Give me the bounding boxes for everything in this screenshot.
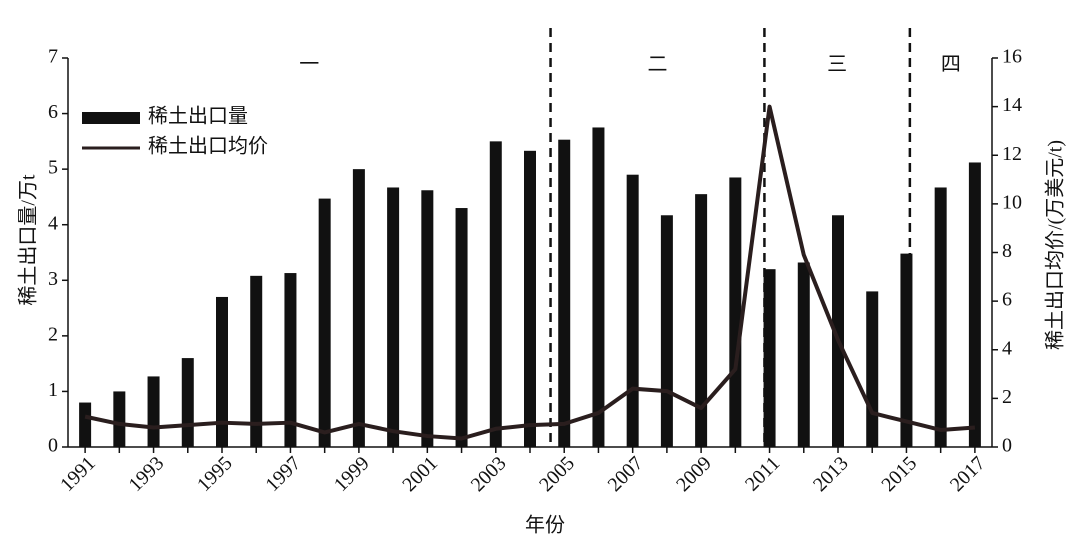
bar bbox=[421, 190, 434, 447]
x-tick-label: 1991 bbox=[56, 452, 100, 496]
bar bbox=[968, 162, 981, 447]
y-axis-label: 稀土出口量/万t bbox=[17, 174, 40, 306]
bar bbox=[216, 296, 228, 447]
bar bbox=[900, 253, 913, 447]
x-tick-label: 2001 bbox=[398, 452, 442, 496]
phase-label: 一 bbox=[299, 54, 319, 76]
y-tick-label: 1 bbox=[48, 379, 58, 401]
y2-tick-label: 10 bbox=[1002, 191, 1022, 213]
bar bbox=[79, 402, 92, 447]
bar bbox=[832, 215, 844, 447]
bar bbox=[797, 262, 810, 447]
phase-label: 四 bbox=[941, 54, 961, 76]
bar bbox=[695, 194, 708, 447]
bar bbox=[181, 358, 194, 447]
bar bbox=[318, 198, 331, 447]
x-tick-label: 1995 bbox=[193, 452, 237, 496]
bar bbox=[387, 187, 400, 447]
bar bbox=[626, 174, 639, 447]
bar bbox=[592, 127, 605, 447]
bar bbox=[660, 215, 673, 447]
bar bbox=[284, 273, 297, 447]
bar bbox=[489, 141, 502, 447]
legend-label: 稀土出口量 bbox=[148, 105, 248, 128]
x-tick-label: 2013 bbox=[809, 452, 853, 496]
y2-tick-label: 14 bbox=[1002, 94, 1022, 116]
y-tick-label: 2 bbox=[48, 323, 58, 345]
y2-tick-label: 4 bbox=[1002, 337, 1012, 359]
phase-label: 三 bbox=[827, 54, 847, 76]
x-tick-label: 2007 bbox=[604, 452, 648, 496]
bar bbox=[763, 269, 776, 447]
y2-tick-label: 8 bbox=[1002, 240, 1012, 262]
y-tick-label: 3 bbox=[48, 268, 58, 290]
bar bbox=[866, 291, 879, 447]
legend-label: 稀土出口均价 bbox=[148, 135, 268, 158]
x-tick-label: 2011 bbox=[741, 452, 784, 495]
price-line bbox=[84, 104, 976, 441]
y-tick-label: 4 bbox=[48, 212, 58, 234]
y-tick-label: 5 bbox=[48, 157, 58, 179]
x-tick-label: 2005 bbox=[535, 452, 579, 496]
x-tick-label: 1999 bbox=[330, 452, 374, 496]
bar bbox=[113, 391, 126, 447]
y2-tick-label: 0 bbox=[1002, 435, 1012, 457]
x-tick-label: 1993 bbox=[124, 452, 168, 496]
x-axis-label: 年份 bbox=[525, 514, 565, 537]
bar bbox=[934, 187, 947, 447]
phase-label: 二 bbox=[647, 54, 667, 76]
y2-tick-label: 12 bbox=[1002, 143, 1022, 165]
x-tick-label: 2015 bbox=[877, 452, 921, 496]
y-tick-label: 7 bbox=[48, 46, 58, 68]
x-tick-label: 2003 bbox=[467, 452, 511, 496]
x-tick-label: 1997 bbox=[261, 452, 305, 496]
y2-tick-label: 2 bbox=[1002, 386, 1012, 408]
x-tick-label: 2009 bbox=[672, 452, 716, 496]
bar bbox=[524, 150, 536, 447]
legend-swatch bbox=[82, 112, 140, 124]
bar bbox=[352, 169, 365, 447]
y2-tick-label: 6 bbox=[1002, 289, 1012, 311]
bar bbox=[558, 139, 571, 447]
bar bbox=[147, 376, 160, 447]
bar bbox=[729, 177, 742, 447]
y-tick-label: 0 bbox=[48, 435, 58, 457]
y2-axis-label: 稀土出口均价/(万美元/t) bbox=[1044, 140, 1067, 350]
x-tick-label: 2017 bbox=[946, 452, 990, 496]
y-tick-label: 6 bbox=[48, 101, 58, 123]
bar bbox=[250, 275, 263, 447]
y2-tick-label: 16 bbox=[1002, 46, 1022, 68]
bar bbox=[455, 208, 468, 447]
